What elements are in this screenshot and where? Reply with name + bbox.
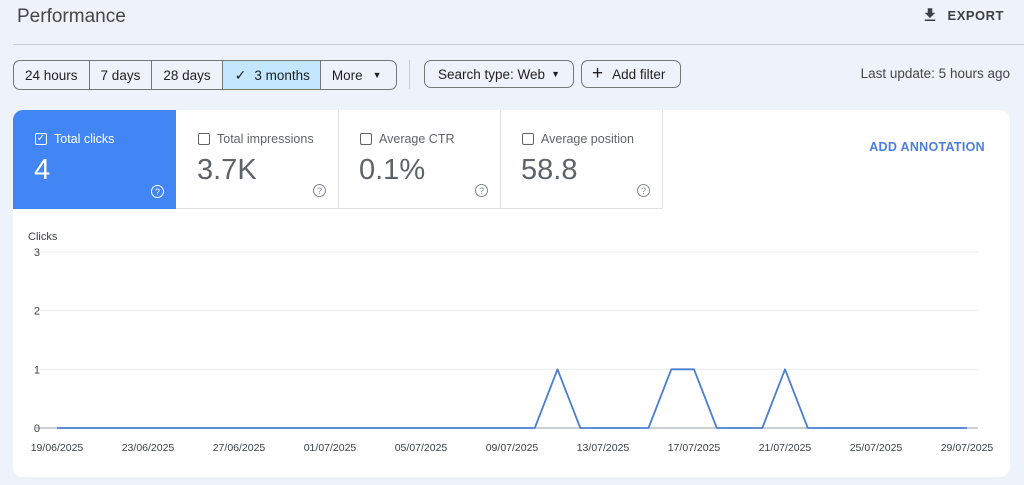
x-tick-label: 21/07/2025	[759, 442, 812, 454]
metric-value: 58.8	[521, 154, 578, 186]
y-tick-label: 0	[34, 423, 40, 435]
help-icon[interactable]: ?	[637, 184, 650, 197]
checkbox-icon[interactable]	[522, 133, 534, 145]
metric-label: Average position	[541, 132, 634, 146]
page-title: Performance	[17, 6, 126, 27]
range-3-months[interactable]: ✓ 3 months	[222, 61, 321, 89]
add-annotation-button[interactable]: ADD ANNOTATION	[869, 140, 985, 154]
performance-panel: ✓ Total clicks 4 ? Total impressions 3.7K…	[13, 110, 1010, 477]
check-icon: ✓	[234, 66, 247, 83]
metric-label: Total clicks	[54, 132, 115, 146]
clicks-series-line	[57, 368, 967, 429]
metric-value: 3.7K	[197, 154, 257, 186]
x-tick-label: 17/07/2025	[668, 442, 721, 454]
range-7-days[interactable]: 7 days	[90, 61, 153, 89]
search-type-dropdown[interactable]: Search type: Web ▼	[424, 60, 574, 88]
range-24-hours[interactable]: 24 hours	[14, 61, 90, 89]
dropdown-caret-icon: ▼	[551, 69, 560, 79]
range-label: 7 days	[100, 67, 141, 83]
y-axis-label: Clicks	[28, 231, 58, 243]
metric-card-total-clicks[interactable]: ✓ Total clicks 4 ?	[13, 110, 176, 209]
checkbox-icon[interactable]	[360, 133, 372, 145]
x-tick-label: 19/06/2025	[31, 442, 84, 454]
x-tick-label: 09/07/2025	[486, 442, 539, 454]
plus-icon: +	[592, 62, 604, 84]
x-tick-label: 05/07/2025	[395, 442, 448, 454]
range-label: 28 days	[163, 67, 211, 83]
add-filter-label: Add filter	[612, 66, 666, 82]
metric-value: 0.1%	[359, 154, 426, 186]
metric-card-average-ctr[interactable]: Average CTR 0.1% ?	[338, 110, 501, 209]
y-tick-label: 1	[34, 364, 40, 376]
metric-label: Total impressions	[217, 132, 314, 146]
x-tick-label: 23/06/2025	[122, 442, 175, 454]
header-divider	[13, 44, 1024, 45]
x-tick-label: 27/06/2025	[213, 442, 266, 454]
range-label: 24 hours	[25, 67, 78, 83]
x-tick-label: 01/07/2025	[304, 442, 357, 454]
x-tick-label: 29/07/2025	[941, 442, 994, 454]
x-tick-label: 13/07/2025	[577, 442, 630, 454]
x-tick-label: 25/07/2025	[850, 442, 903, 454]
metric-value: 4	[34, 154, 51, 186]
date-range-selector: 24 hours 7 days 28 days ✓ 3 months More ▼	[13, 60, 397, 90]
range-label: 3 months	[254, 67, 310, 83]
checkbox-checked-icon[interactable]: ✓	[35, 133, 47, 145]
help-icon[interactable]: ?	[475, 184, 488, 197]
metric-card-average-position[interactable]: Average position 58.8 ?	[500, 110, 663, 209]
more-label: More	[331, 67, 363, 83]
metric-label: Average CTR	[379, 132, 455, 146]
checkbox-icon[interactable]	[198, 133, 210, 145]
export-button[interactable]: EXPORT	[921, 6, 1004, 24]
download-icon	[924, 8, 935, 21]
help-icon[interactable]: ?	[313, 184, 326, 197]
help-icon[interactable]: ?	[151, 185, 164, 198]
last-update-text: Last update: 5 hours ago	[860, 66, 1010, 81]
metric-card-total-impressions[interactable]: Total impressions 3.7K ?	[176, 110, 339, 209]
y-tick-label: 2	[34, 306, 40, 318]
export-label: EXPORT	[947, 7, 1004, 23]
more-dropdown[interactable]: More ▼	[321, 61, 396, 89]
dropdown-caret-icon: ▼	[372, 70, 382, 80]
toolbar-divider	[409, 60, 410, 89]
search-type-label: Search type: Web	[438, 66, 546, 82]
range-28-days[interactable]: 28 days	[152, 61, 223, 89]
y-tick-label: 3	[34, 247, 40, 259]
add-filter-button[interactable]: + Add filter	[581, 60, 681, 88]
